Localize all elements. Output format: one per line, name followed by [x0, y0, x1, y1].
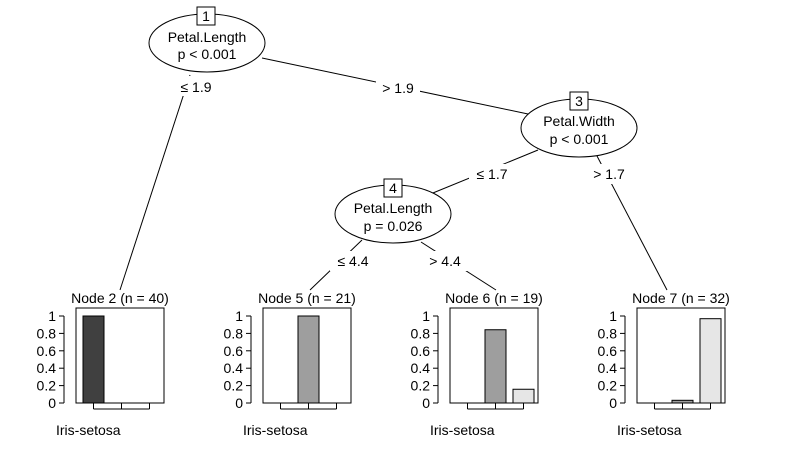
x-category-label: Iris-setosa — [617, 422, 682, 438]
x-category-label: Iris-setosa — [243, 422, 308, 438]
node-id-label: 1 — [202, 8, 210, 24]
y-tick-label: 0.6 — [598, 343, 618, 359]
inner-node-1: 1 Petal.Length p < 0.001 — [148, 6, 266, 73]
edge-label-n3-right: > 1.7 — [593, 166, 625, 182]
p-value: p < 0.001 — [550, 131, 609, 147]
terminal-node-2: Node 5 (n = 21) 00.2 0.40.6 0.81 Iris-setosa — [224, 290, 356, 438]
y-tick-label: 0 — [422, 395, 430, 411]
bar-class-3 — [699, 318, 722, 404]
y-tick-label: 0.8 — [411, 325, 431, 341]
y-tick-label: 0.6 — [37, 343, 57, 359]
bar-class-2 — [297, 315, 320, 404]
terminal-node-title: Node 2 (n = 40) — [71, 290, 169, 306]
y-tick-label: 0.2 — [224, 378, 244, 394]
p-value: p < 0.001 — [178, 46, 237, 62]
bar-class-2 — [671, 399, 694, 404]
inner-node-3: 3 Petal.Width p < 0.001 — [520, 91, 638, 158]
y-tick-label: 0.4 — [411, 360, 431, 376]
edge-label-n1-right: > 1.9 — [382, 80, 414, 96]
x-category-label: Iris-setosa — [56, 422, 121, 438]
y-tick-label: 1 — [48, 308, 56, 324]
inner-node-4: 4 Petal.Length p = 0.026 — [334, 178, 452, 244]
split-variable: Petal.Width — [543, 113, 615, 129]
terminal-node-title: Node 6 (n = 19) — [445, 290, 543, 306]
terminal-node-title: Node 5 (n = 21) — [258, 290, 356, 306]
terminal-node-1: Node 2 (n = 40) 00.2 0.40.6 0.81 Iris-setosa — [37, 290, 169, 438]
terminal-node-4: Node 7 (n = 32) 00.2 0.40.6 0.81 Iris-setosa — [598, 290, 730, 438]
y-tick-label: 0.8 — [224, 325, 244, 341]
y-tick-label: 0.8 — [37, 325, 57, 341]
terminal-nodes: Node 2 (n = 40)00.20.40.60.81Iris-setosa… — [37, 290, 730, 438]
y-tick-label: 1 — [609, 308, 617, 324]
x-category-label: Iris-setosa — [430, 422, 495, 438]
p-value: p = 0.026 — [364, 218, 423, 234]
y-tick-label: 0.6 — [224, 343, 244, 359]
node-id-label: 4 — [389, 180, 397, 196]
edge-1-2 — [119, 74, 191, 291]
y-tick-label: 1 — [422, 308, 430, 324]
y-tick-label: 0.4 — [598, 360, 618, 376]
bar-class-2 — [484, 329, 507, 404]
edge-label-n1-left: ≤ 1.9 — [180, 79, 211, 95]
y-tick-label: 1 — [235, 308, 243, 324]
edge-label-n3-left: ≤ 1.7 — [476, 166, 507, 182]
bar-class-1 — [82, 315, 105, 404]
bar-class-3 — [512, 388, 535, 404]
y-tick-label: 0.6 — [411, 343, 431, 359]
edge-label-n4-left: ≤ 4.4 — [337, 253, 368, 269]
terminal-node-3: Node 6 (n = 19) 00.2 0.40.6 0.81 Iris-setosa — [411, 290, 543, 438]
edge-labels: ≤ 1.9 > 1.9 ≤ 1.7 > 1.7 ≤ 4.4 > 4.4 — [174, 76, 632, 271]
edge-label-n4-right: > 4.4 — [429, 253, 461, 269]
y-tick-label: 0 — [48, 395, 56, 411]
y-tick-label: 0.2 — [37, 378, 57, 394]
y-tick-label: 0.4 — [224, 360, 244, 376]
split-variable: Petal.Length — [168, 29, 247, 45]
y-tick-label: 0.2 — [598, 378, 618, 394]
terminal-node-title: Node 7 (n = 32) — [632, 290, 730, 306]
node-id-label: 3 — [575, 93, 583, 109]
y-tick-label: 0.2 — [411, 378, 431, 394]
y-tick-label: 0.4 — [37, 360, 57, 376]
y-tick-label: 0 — [609, 395, 617, 411]
y-tick-label: 0 — [235, 395, 243, 411]
y-tick-label: 0.8 — [598, 325, 618, 341]
split-variable: Petal.Length — [354, 200, 433, 216]
